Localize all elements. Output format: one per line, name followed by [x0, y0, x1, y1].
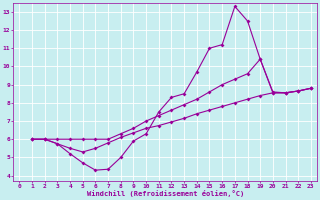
X-axis label: Windchill (Refroidissement éolien,°C): Windchill (Refroidissement éolien,°C): [86, 190, 244, 197]
